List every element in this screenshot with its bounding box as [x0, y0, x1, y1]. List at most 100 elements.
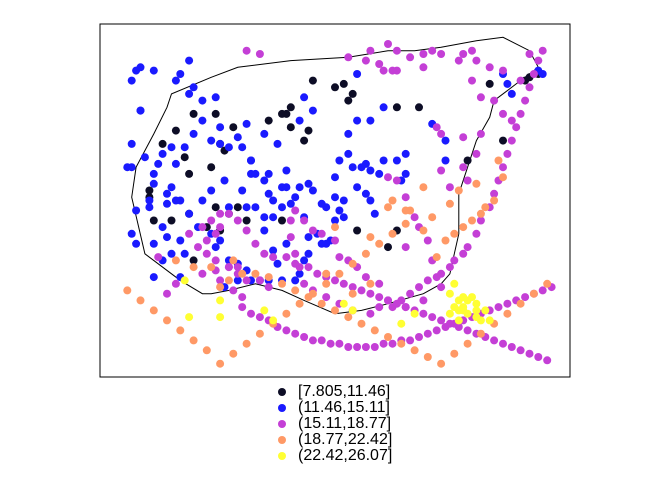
sample-point-class-3 [503, 299, 512, 308]
sample-point-class-3 [242, 46, 251, 55]
sample-point-class-4 [282, 309, 291, 318]
sample-point-class-3 [490, 189, 499, 198]
sample-point-class-3 [216, 276, 225, 285]
sample-point-class-3 [260, 249, 269, 258]
sample-point-class-3 [216, 209, 225, 218]
sample-point-class-4 [410, 346, 419, 355]
sample-point-class-1 [149, 216, 158, 225]
sample-point-class-3 [211, 256, 220, 265]
sample-point-class-3 [291, 259, 300, 268]
sample-point-class-2 [441, 136, 450, 145]
sample-point-class-3 [384, 296, 392, 305]
sample-point-class-2 [154, 159, 163, 168]
sample-point-class-2 [127, 139, 136, 148]
sample-point-class-2 [331, 216, 339, 225]
sample-point-class-4 [344, 313, 353, 322]
sample-point-class-4 [229, 349, 238, 358]
sample-point-class-4 [229, 256, 238, 265]
sample-point-class-2 [242, 119, 251, 128]
sample-point-class-1 [304, 126, 313, 135]
sample-point-class-5 [468, 293, 476, 302]
sample-point-class-3 [499, 339, 507, 348]
sample-point-class-2 [379, 103, 388, 112]
sample-point-class-2 [185, 89, 194, 98]
sample-point-class-4 [419, 183, 428, 192]
sample-point-class-4 [291, 286, 300, 295]
sample-point-class-2 [260, 129, 269, 138]
sample-point-class-2 [163, 189, 171, 198]
sample-point-class-3 [463, 326, 472, 335]
sample-point-class-4 [503, 309, 512, 318]
sample-point-class-3 [291, 206, 300, 215]
sample-point-class-3 [269, 253, 278, 262]
sample-point-class-1 [348, 89, 357, 98]
legend-label: (15.11,18.77] [298, 415, 392, 432]
sample-point-class-3 [357, 286, 366, 295]
sample-point-class-3 [419, 296, 428, 305]
sample-point-class-1 [286, 123, 295, 132]
sample-point-class-4 [450, 349, 459, 358]
sample-point-class-5 [216, 313, 225, 322]
sample-point-class-2 [127, 229, 136, 238]
sample-point-class-3 [255, 276, 264, 285]
plot-frame [99, 23, 571, 378]
sample-point-class-3 [476, 129, 485, 138]
sample-point-class-3 [282, 326, 291, 335]
sample-point-class-3 [437, 129, 446, 138]
sample-point-class-1 [344, 96, 353, 105]
sample-point-class-3 [286, 233, 295, 242]
sample-point-class-4 [348, 259, 357, 268]
sample-point-class-2 [167, 143, 176, 152]
sample-point-class-3 [392, 176, 401, 185]
sample-point-class-4 [278, 279, 286, 288]
sample-point-class-2 [176, 236, 185, 245]
sample-point-class-5 [445, 289, 454, 298]
sample-point-class-1 [499, 136, 507, 145]
sample-point-class-3 [366, 289, 375, 298]
sample-point-class-3 [379, 66, 388, 75]
sample-point-class-2 [269, 246, 278, 255]
sample-point-class-2 [216, 139, 225, 148]
sample-point-class-1 [353, 226, 362, 235]
sample-point-class-3 [459, 50, 468, 58]
sample-point-class-5 [472, 306, 481, 315]
sample-point-class-3 [255, 313, 264, 322]
sample-point-class-2 [149, 66, 158, 75]
sample-point-class-2 [295, 183, 304, 192]
sample-point-class-1 [229, 123, 238, 132]
sample-point-class-3 [198, 223, 207, 232]
sample-point-class-2 [317, 199, 326, 208]
sample-point-class-3 [300, 279, 309, 288]
sample-point-class-2 [441, 156, 450, 165]
sample-point-class-3 [538, 46, 547, 55]
sample-point-class-2 [149, 273, 158, 282]
sample-point-class-2 [379, 156, 388, 165]
sample-point-class-2 [216, 123, 225, 132]
sample-point-class-3 [401, 303, 410, 312]
sample-point-class-3 [264, 283, 273, 292]
sample-point-class-5 [454, 316, 463, 325]
sample-point-class-4 [445, 199, 454, 208]
sample-point-class-3 [216, 223, 225, 232]
sample-point-class-3 [490, 336, 499, 345]
sample-point-class-1 [331, 83, 339, 92]
sample-point-class-3 [503, 149, 512, 158]
sample-point-class-3 [415, 333, 423, 341]
sample-point-class-2 [401, 149, 410, 158]
legend-item: (18.77,22.42] [276, 432, 476, 448]
sample-point-class-2 [304, 249, 313, 258]
sample-point-class-4 [388, 196, 397, 205]
sample-point-class-4 [322, 269, 331, 278]
sample-point-class-3 [375, 60, 384, 68]
sample-point-class-3 [445, 183, 454, 192]
sample-point-class-2 [300, 256, 309, 265]
sample-point-class-5 [339, 299, 348, 308]
sample-point-class-2 [127, 76, 136, 85]
sample-point-class-2 [145, 196, 154, 205]
sample-point-class-1 [211, 109, 220, 118]
sample-point-class-3 [468, 76, 476, 85]
sample-point-class-2 [238, 143, 247, 152]
sample-point-class-3 [445, 319, 454, 328]
sample-point-class-1 [189, 109, 198, 118]
